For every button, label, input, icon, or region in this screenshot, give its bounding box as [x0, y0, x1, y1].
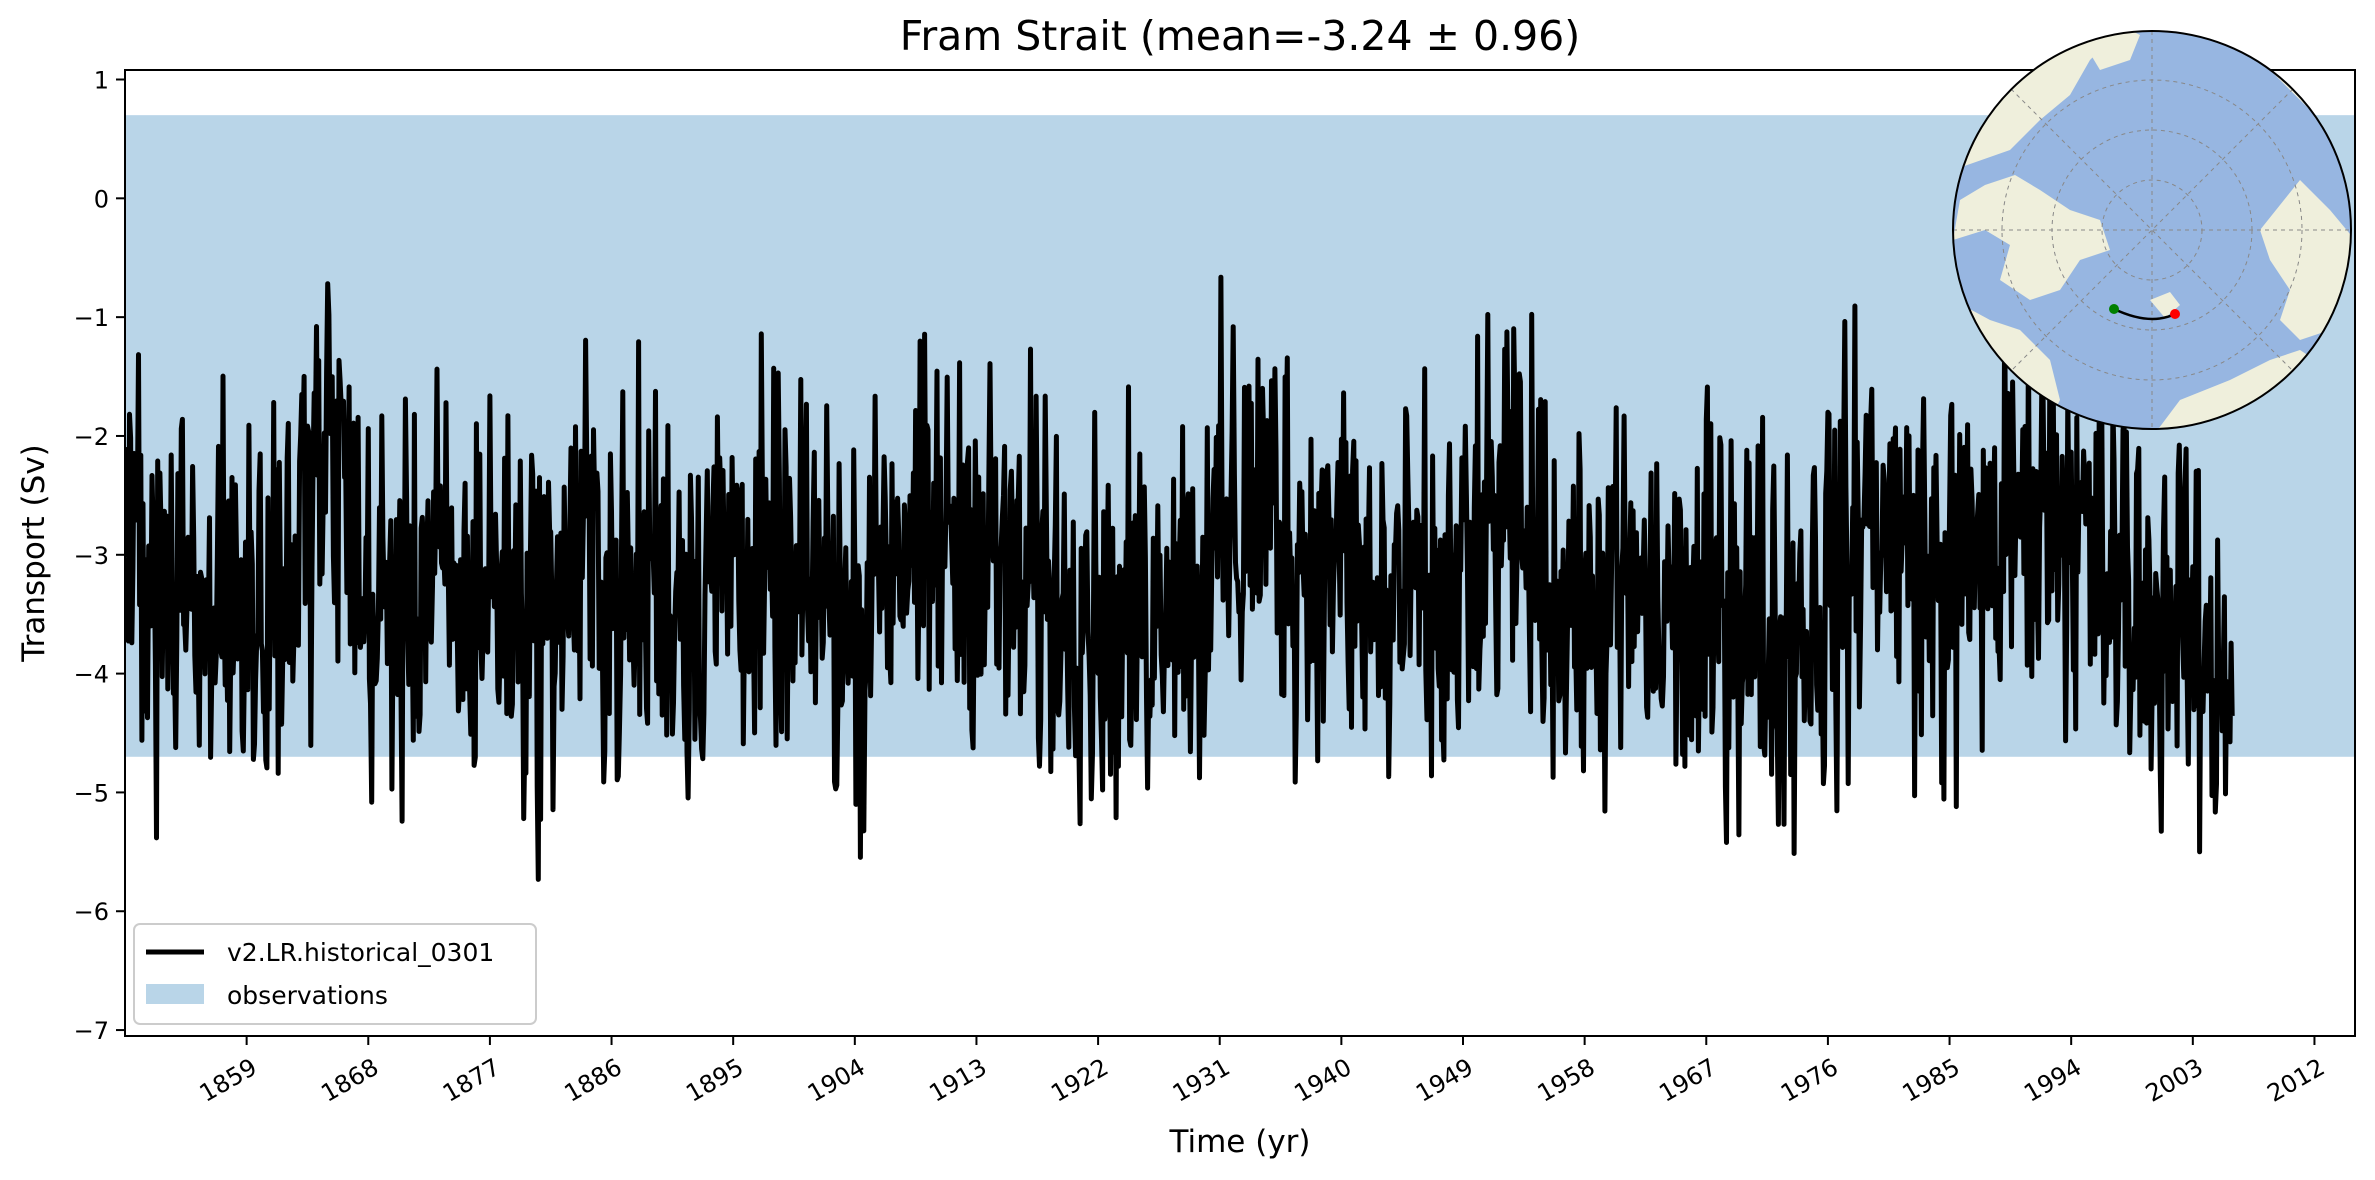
y-tick-label: −4: [74, 661, 109, 689]
transect-start-marker: [2109, 304, 2119, 314]
x-tick-label: 1859: [195, 1053, 262, 1108]
y-tick-label: 1: [94, 67, 109, 95]
y-tick-label: 0: [94, 185, 109, 213]
plot-frame: [124, 69, 2356, 1037]
x-tick-label: 1985: [1898, 1053, 1965, 1108]
series-line: [125, 274, 2235, 882]
y-tick-label: −7: [74, 1017, 109, 1045]
x-tick-label: 1895: [681, 1053, 748, 1108]
x-axis-label: Time (yr): [1169, 1124, 1311, 1160]
y-axis: 1 0 −1 −2 −3 −4 −5 −6 −7: [74, 67, 125, 1045]
x-tick-label: 2003: [2141, 1053, 2208, 1108]
x-tick-label: 1913: [925, 1053, 992, 1108]
x-axis: 1859 1868 1877 1886 1895 1904 1913 1922 1931 1940…: [195, 1036, 2330, 1108]
x-tick-label: 1886: [560, 1053, 627, 1108]
x-tick-label: 1976: [1776, 1053, 1843, 1108]
transect-end-marker: [2170, 309, 2180, 319]
legend-band-swatch: [146, 984, 204, 1004]
x-tick-label: 1931: [1168, 1053, 1235, 1108]
x-tick-label: 1904: [803, 1053, 870, 1108]
x-tick-label: 1877: [438, 1053, 505, 1108]
x-tick-label: 1949: [1411, 1053, 1478, 1108]
transect-line: [2113, 307, 2176, 321]
x-tick-label: 2012: [2263, 1053, 2330, 1108]
legend-observations-label: observations: [227, 981, 388, 1010]
y-tick-label: −1: [74, 304, 109, 332]
y-tick-label: −6: [74, 898, 109, 926]
legend-box: [133, 923, 537, 1025]
y-tick-label: −5: [74, 779, 109, 807]
x-tick-label: 1922: [1046, 1053, 1113, 1108]
legend-series-label: v2.LR.historical_0301: [227, 938, 494, 967]
series-line-group: [125, 274, 2235, 882]
chart-title: Fram Strait (mean=-3.24 ± 0.96): [900, 12, 1581, 60]
y-tick-label: −2: [74, 423, 109, 451]
legend: v2.LR.historical_0301 observations: [133, 923, 537, 1025]
y-tick-label: −3: [74, 542, 109, 570]
x-tick-label: 1940: [1289, 1053, 1356, 1108]
y-axis-label: Transport (Sv): [16, 444, 52, 663]
x-tick-label: 1994: [2019, 1053, 2086, 1108]
inset-border: [1952, 30, 2352, 430]
x-tick-label: 1958: [1533, 1053, 1600, 1108]
x-tick-label: 1868: [316, 1053, 383, 1108]
x-tick-label: 1967: [1654, 1053, 1721, 1108]
